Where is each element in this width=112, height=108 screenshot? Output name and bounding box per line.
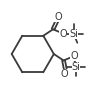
Text: O: O xyxy=(70,51,78,61)
Text: O: O xyxy=(59,29,67,39)
Text: O: O xyxy=(61,69,68,79)
Text: O: O xyxy=(54,12,62,22)
Text: Si: Si xyxy=(72,62,80,72)
Text: Si: Si xyxy=(69,29,78,39)
